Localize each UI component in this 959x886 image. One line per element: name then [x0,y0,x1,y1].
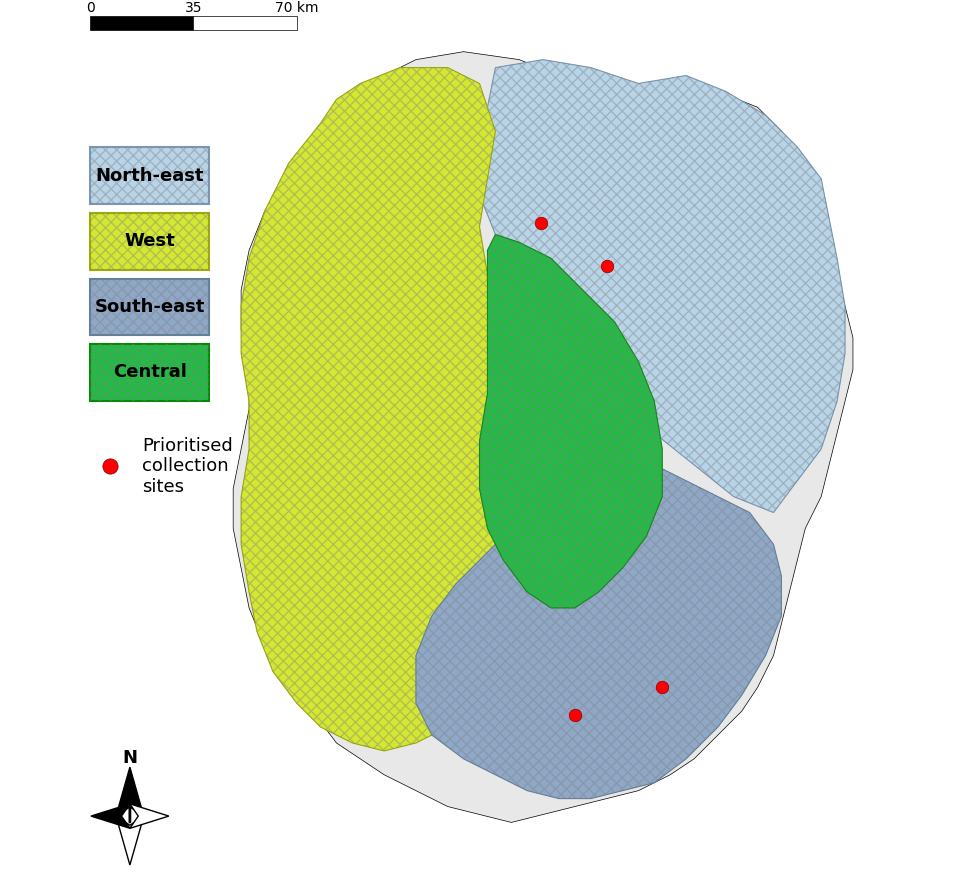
PathPatch shape [416,465,782,798]
Bar [90,278,209,335]
PathPatch shape [233,51,853,822]
Bar [194,16,296,30]
Bar [90,344,209,400]
PathPatch shape [480,235,663,608]
Text: N: N [123,749,137,767]
Text: Prioritised
collection
sites: Prioritised collection sites [142,437,232,496]
Text: South-east: South-east [95,298,205,316]
PathPatch shape [480,59,845,512]
Bar [90,147,209,205]
PathPatch shape [241,67,591,751]
Bar [90,278,209,335]
Bar [90,16,194,30]
Bar [90,147,209,205]
Polygon shape [129,804,169,828]
Polygon shape [116,816,144,865]
Bar [90,213,209,270]
Text: 0: 0 [85,1,95,14]
Bar [90,344,209,400]
Text: West: West [125,232,175,251]
Polygon shape [116,767,144,816]
Text: North-east: North-east [96,167,204,185]
Polygon shape [91,804,129,828]
Bar [90,213,209,270]
Text: Central: Central [113,363,187,382]
Text: 35: 35 [185,1,202,14]
Text: 70 km: 70 km [275,1,318,14]
